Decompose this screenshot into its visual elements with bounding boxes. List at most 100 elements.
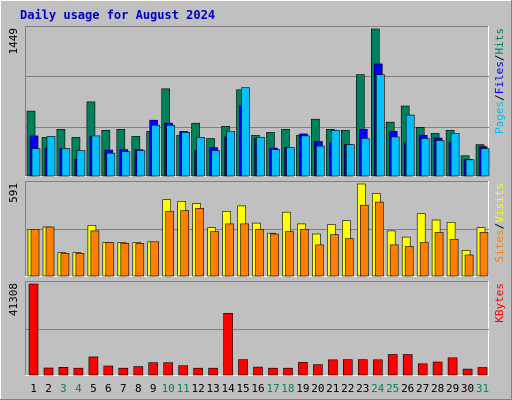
bar-sites [374, 201, 384, 277]
bar-pages [166, 125, 175, 177]
x-tick-label: 1 [30, 382, 37, 395]
bar-pages [450, 133, 460, 177]
bar-sites [315, 244, 324, 277]
legend: Sites/Visits [493, 183, 506, 263]
bar-pages [151, 125, 160, 177]
legend-entry-kbytes: KBytes [493, 283, 506, 323]
bar-kbytes [462, 368, 473, 376]
bar-sites [30, 229, 40, 277]
bar-sites [404, 246, 414, 277]
bar-sites [225, 223, 234, 277]
bar-kbytes [298, 362, 308, 376]
x-tick-label: 4 [75, 382, 82, 395]
x-tick-label: 16 [251, 382, 264, 395]
x-tick-label: 15 [236, 382, 249, 395]
bar-pages [256, 137, 265, 177]
bar-kbytes [238, 359, 248, 376]
bar-sites [75, 253, 85, 277]
bar-pages [405, 114, 415, 177]
x-tick-label: 21 [326, 382, 339, 395]
bar-kbytes [223, 312, 233, 376]
x-tick-label: 23 [356, 382, 369, 395]
bar-sites [359, 204, 369, 277]
bar-kbytes [148, 362, 158, 376]
bar-kbytes [268, 367, 278, 376]
x-tick-label: 31 [476, 382, 489, 395]
bar-pages [181, 132, 190, 177]
bar-pages [31, 148, 41, 177]
bar-pages [121, 151, 131, 177]
bar-kbytes [28, 283, 39, 376]
bar-sites [255, 229, 264, 277]
bar-sites [180, 210, 189, 277]
bar-sites [45, 226, 55, 277]
x-tick-label: 22 [341, 382, 354, 395]
x-tick-label: 2 [45, 382, 52, 395]
x-tick-label: 13 [206, 382, 219, 395]
bar-pages [106, 152, 116, 177]
y-max-label: 591 [7, 183, 20, 203]
bar-sites [165, 211, 174, 277]
bar-sites [389, 244, 399, 277]
bar-pages [316, 145, 325, 177]
legend: KBytes [493, 283, 506, 323]
bar-kbytes [133, 366, 144, 376]
bar-sites [464, 254, 474, 277]
bar-sites [285, 231, 294, 277]
bar-sites [120, 243, 130, 277]
legend-entry-slash: / [493, 94, 506, 101]
bar-sites [60, 253, 70, 277]
bar-kbytes [283, 367, 293, 376]
bar-pages [301, 135, 310, 177]
x-tick-label: 18 [281, 382, 294, 395]
bar-sites [240, 223, 249, 277]
bar-sites [479, 232, 489, 277]
x-tick-label: 14 [221, 382, 235, 395]
bars-visits-sites [27, 183, 489, 277]
bar-kbytes [342, 359, 353, 376]
bar-kbytes [118, 367, 129, 376]
legend-entry-slash: / [493, 223, 506, 230]
bar-pages [420, 138, 430, 177]
bar-sites [210, 231, 219, 277]
bar-kbytes [253, 366, 263, 376]
x-tick-label: 10 [162, 382, 175, 395]
x-tick-label: 9 [150, 382, 157, 395]
bars-hits-files-pages [26, 28, 490, 177]
x-tick-label: 20 [311, 382, 324, 395]
bar-sites [419, 242, 429, 277]
bar-sites [330, 234, 339, 277]
bar-pages [360, 138, 370, 177]
legend-entry-sites: Sites [493, 229, 506, 262]
x-tick-label: 17 [266, 382, 279, 395]
bar-pages [375, 74, 385, 177]
x-tick-label: 26 [401, 382, 414, 395]
x-tick-labels: 1 2 3 4 5 6 7 8 9 10 11 12 13 14 15 16 17 18 19 20 21 22 23 24 2… [30, 382, 489, 395]
legend-entry-slash: / [493, 55, 506, 62]
x-tick-label: 5 [90, 382, 97, 395]
x-tick-label: 3 [60, 382, 67, 395]
bar-pages [465, 159, 475, 177]
bar-sites [300, 229, 309, 277]
x-tick-label: 6 [105, 382, 112, 395]
x-tick-label: 27 [416, 382, 429, 395]
bar-pages [286, 147, 295, 177]
bar-pages [345, 144, 355, 177]
y-max-label: 1449 [7, 28, 20, 55]
bar-kbytes [178, 365, 188, 376]
x-tick-label: 25 [386, 382, 399, 395]
x-tick-label: 19 [296, 382, 309, 395]
legend-entry-pages: Pages [493, 101, 506, 134]
bar-sites [344, 238, 354, 277]
bar-kbytes [357, 359, 368, 376]
bar-kbytes [163, 362, 173, 376]
bar-pages [390, 136, 400, 177]
chart-title: Daily usage for August 2024 [20, 8, 215, 22]
bar-kbytes [103, 365, 114, 376]
x-tick-label: 11 [177, 382, 190, 395]
x-tick-label: 28 [431, 382, 444, 395]
bar-sites [150, 241, 159, 277]
